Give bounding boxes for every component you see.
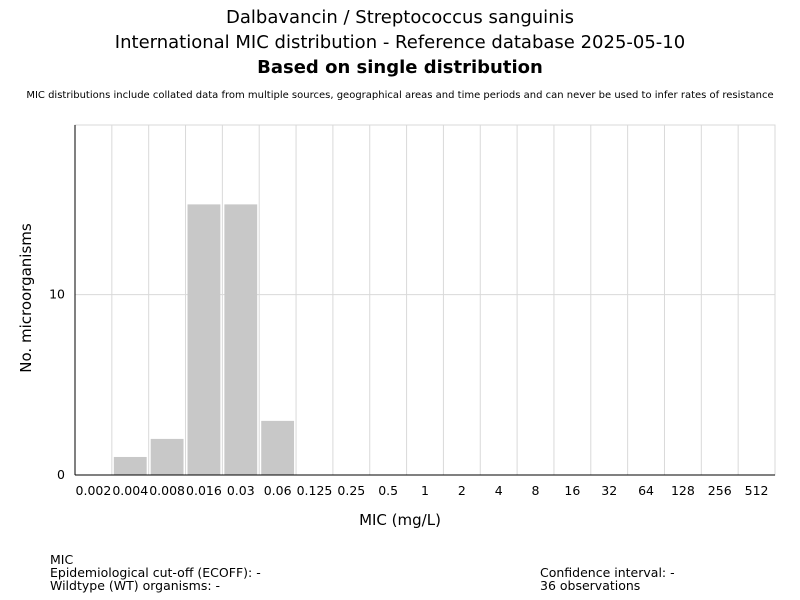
footer-left: MIC Epidemiological cut-off (ECOFF): - W… <box>50 553 261 592</box>
x-tick-label: 0.03 <box>227 483 255 498</box>
x-tick-label: 128 <box>671 483 695 498</box>
x-tick-label: 16 <box>564 483 580 498</box>
x-tick-label: 64 <box>638 483 654 498</box>
x-tick-label: 0.008 <box>149 483 185 498</box>
x-tick-label: 4 <box>495 483 503 498</box>
bar <box>150 438 184 475</box>
bar <box>113 456 147 475</box>
chart-title: Dalbavancin / Streptococcus sanguinis <box>226 7 574 28</box>
x-tick-label: 512 <box>745 483 769 498</box>
bar <box>261 420 295 475</box>
bar <box>187 204 221 475</box>
x-tick-label: 0.25 <box>337 483 365 498</box>
chart-subtitle-bold: Based on single distribution <box>257 57 543 78</box>
x-tick-label: 0.5 <box>378 483 398 498</box>
x-tick-label: 2 <box>458 483 466 498</box>
x-tick-label: 0.016 <box>186 483 222 498</box>
bar <box>224 204 258 475</box>
confidence-interval-text: Confidence interval: - <box>540 565 675 580</box>
x-axis-label: MIC (mg/L) <box>359 511 441 529</box>
plot-area <box>74 124 776 476</box>
x-tick-label: 256 <box>708 483 732 498</box>
x-tick-label: 8 <box>532 483 540 498</box>
x-tick-label: 0.06 <box>264 483 292 498</box>
mic-label: MIC <box>50 552 74 567</box>
footer-right: Confidence interval: - 36 observations <box>540 566 675 592</box>
y-tick-label: 10 <box>49 287 65 302</box>
observations-text: 36 observations <box>540 578 641 593</box>
wildtype-text: Wildtype (WT) organisms: - <box>50 578 221 593</box>
chart-subtitle: International MIC distribution - Referen… <box>114 32 686 53</box>
x-tick-label: 1 <box>421 483 429 498</box>
y-axis-label: No. microorganisms <box>17 223 35 373</box>
disclaimer-text: MIC distributions include collated data … <box>26 90 774 101</box>
x-tick-label: 32 <box>601 483 617 498</box>
x-tick-label: 0.004 <box>112 483 148 498</box>
x-tick-label: 0.002 <box>76 483 112 498</box>
ecoff-text: Epidemiological cut-off (ECOFF): - <box>50 565 261 580</box>
x-tick-label: 0.125 <box>297 483 333 498</box>
y-tick-label: 0 <box>57 467 65 482</box>
